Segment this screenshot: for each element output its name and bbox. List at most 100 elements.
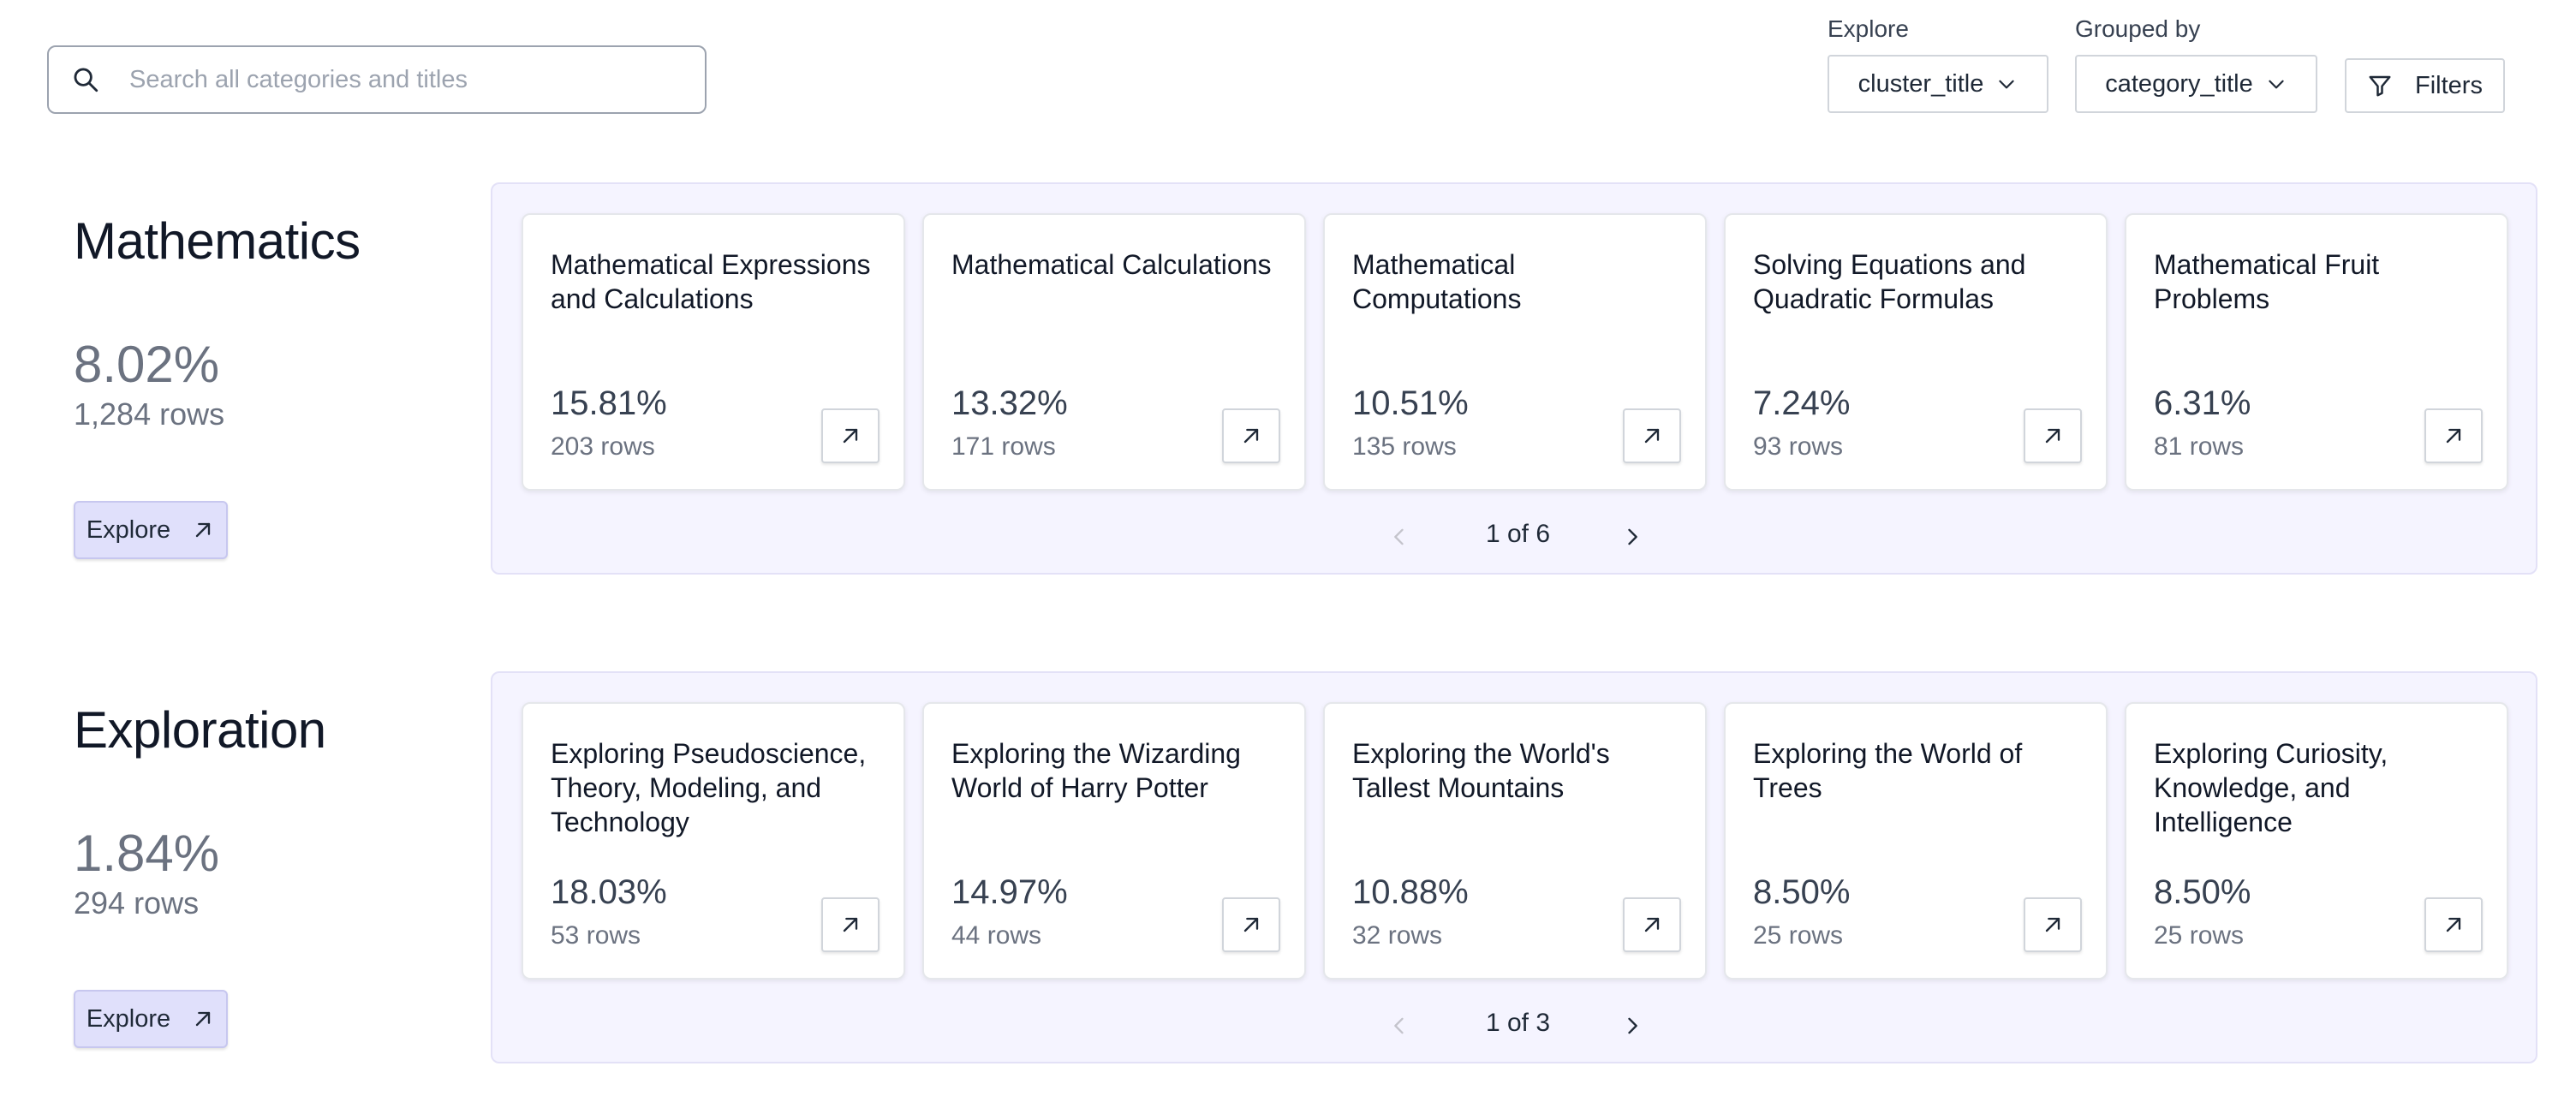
arrow-up-right-icon: [1644, 917, 1660, 932]
pagination: 1 of 6: [492, 516, 2536, 557]
page-indicator: 1 of 3: [1485, 1009, 1551, 1037]
arrow-up-right-icon: [2045, 428, 2060, 444]
cluster-card[interactable]: Mathematical Expressions and Calculation…: [522, 213, 905, 491]
cluster-percent: 18.03%: [551, 873, 667, 911]
arrow-up-right-icon: [1644, 428, 1660, 444]
grouped-by-dropdown[interactable]: category_title: [2075, 55, 2317, 113]
search-icon: [74, 68, 98, 92]
arrow-up-right-icon: [843, 428, 858, 444]
cluster-percent: 14.97%: [951, 873, 1068, 911]
category-percent: 8.02%: [74, 336, 220, 393]
cluster-title: Mathematical Expressions and Calculation…: [551, 249, 871, 314]
cluster-rows: 203 rows: [551, 432, 655, 461]
chevron-right-icon: [1628, 528, 1637, 545]
search-bar[interactable]: [47, 45, 707, 114]
cluster-rows: 53 rows: [551, 921, 641, 950]
explore-label: Explore: [1828, 15, 1909, 42]
open-cluster-button[interactable]: [2424, 408, 2483, 463]
filters-button[interactable]: Filters: [2345, 58, 2505, 113]
arrow-up-right-icon: [195, 1011, 211, 1027]
explore-button-label: Explore: [86, 1004, 171, 1033]
open-cluster-button[interactable]: [1222, 897, 1280, 952]
cluster-percent: 7.24%: [1753, 384, 1851, 422]
cluster-card[interactable]: Exploring the World's Tallest Mountains …: [1323, 702, 1707, 980]
cluster-title: Mathematical Fruit Problems: [2154, 249, 2380, 314]
cluster-card[interactable]: Exploring the World of Trees 8.50% 25 ro…: [1724, 702, 2108, 980]
chevron-right-icon: [1628, 1017, 1637, 1034]
grouped-by-dropdown-value: category_title: [2105, 69, 2253, 98]
category-section-mathematics: Mathematics 8.02% 1,284 rows Explore Mat…: [0, 182, 2576, 576]
cluster-card[interactable]: Exploring Curiosity, Knowledge, and Inte…: [2125, 702, 2508, 980]
open-cluster-button[interactable]: [1623, 897, 1681, 952]
cluster-title: Exploring the Wizarding World of Harry P…: [951, 738, 1241, 803]
category-title: Mathematics: [74, 212, 361, 270]
filters-label: Filters: [2415, 71, 2483, 99]
cluster-title: Solving Equations and Quadratic Formulas: [1753, 249, 2026, 314]
cluster-card[interactable]: Mathematical Calculations 13.32% 171 row…: [922, 213, 1306, 491]
previous-page-button[interactable]: [1384, 521, 1415, 552]
cluster-card[interactable]: Mathematical Fruit Problems 6.31% 81 row…: [2125, 213, 2508, 491]
explore-category-button[interactable]: Explore: [74, 501, 228, 559]
cluster-rows: 135 rows: [1352, 432, 1457, 461]
cluster-panel: Exploring Pseudoscience, Theory, Modelin…: [491, 671, 2537, 1063]
cluster-card[interactable]: Solving Equations and Quadratic Formulas…: [1724, 213, 2108, 491]
arrow-up-right-icon: [195, 522, 211, 538]
cluster-card[interactable]: Exploring the Wizarding World of Harry P…: [922, 702, 1306, 980]
cluster-percent: 10.88%: [1352, 873, 1469, 911]
chevron-down-icon: [2269, 80, 2284, 89]
cluster-percent: 15.81%: [551, 384, 667, 422]
chevron-left-icon: [1394, 1017, 1404, 1034]
filter-icon: [2369, 75, 2391, 97]
cluster-title: Mathematical Calculations: [951, 249, 1272, 280]
category-rows: 1,284 rows: [74, 396, 225, 432]
category-section-exploration: Exploration 1.84% 294 rows Explore Explo…: [0, 671, 2576, 1065]
previous-page-button[interactable]: [1384, 1010, 1415, 1041]
cluster-title: Mathematical Computations: [1352, 249, 1522, 314]
cluster-rows: 171 rows: [951, 432, 1056, 461]
cluster-title: Exploring the World of Trees: [1753, 738, 2023, 803]
cluster-title: Exploring Pseudoscience, Theory, Modelin…: [551, 738, 867, 837]
open-cluster-button[interactable]: [1623, 408, 1681, 463]
cluster-rows: 25 rows: [2154, 921, 2245, 950]
cluster-title: Exploring Curiosity, Knowledge, and Inte…: [2154, 738, 2388, 837]
cluster-rows: 32 rows: [1352, 921, 1443, 950]
page-indicator: 1 of 6: [1485, 520, 1551, 548]
arrow-up-right-icon: [2045, 917, 2060, 932]
arrow-up-right-icon: [1243, 428, 1259, 444]
cluster-percent: 8.50%: [1753, 873, 1851, 911]
open-cluster-button[interactable]: [2024, 897, 2082, 952]
category-rows: 294 rows: [74, 885, 200, 920]
open-cluster-button[interactable]: [2024, 408, 2082, 463]
open-cluster-button[interactable]: [1222, 408, 1280, 463]
cluster-percent: 13.32%: [951, 384, 1068, 422]
search-input[interactable]: [129, 65, 677, 94]
explore-dropdown[interactable]: cluster_title: [1828, 55, 2048, 113]
open-cluster-button[interactable]: [821, 897, 880, 952]
arrow-up-right-icon: [1243, 917, 1259, 932]
category-title: Exploration: [74, 701, 326, 759]
cluster-panel: Mathematical Expressions and Calculation…: [491, 182, 2537, 575]
next-page-button[interactable]: [1617, 1010, 1648, 1041]
explore-category-button[interactable]: Explore: [74, 990, 228, 1048]
cluster-rows: 44 rows: [951, 921, 1042, 950]
cluster-rows: 25 rows: [1753, 921, 1844, 950]
pagination: 1 of 3: [492, 1005, 2536, 1046]
explore-button-label: Explore: [86, 515, 171, 544]
arrow-up-right-icon: [2446, 428, 2461, 444]
arrow-up-right-icon: [843, 917, 858, 932]
category-percent: 1.84%: [74, 825, 220, 882]
explore-dropdown-value: cluster_title: [1857, 69, 1984, 98]
cluster-card[interactable]: Exploring Pseudoscience, Theory, Modelin…: [522, 702, 905, 980]
cluster-rows: 81 rows: [2154, 432, 2245, 461]
cluster-percent: 10.51%: [1352, 384, 1469, 422]
chevron-down-icon: [1999, 80, 2014, 89]
next-page-button[interactable]: [1617, 521, 1648, 552]
cluster-percent: 6.31%: [2154, 384, 2251, 422]
cluster-card[interactable]: Mathematical Computations 10.51% 135 row…: [1323, 213, 1707, 491]
cluster-title: Exploring the World's Tallest Mountains: [1352, 738, 1610, 803]
cluster-percent: 8.50%: [2154, 873, 2251, 911]
grouped-by-label: Grouped by: [2075, 15, 2201, 42]
chevron-left-icon: [1394, 528, 1404, 545]
open-cluster-button[interactable]: [821, 408, 880, 463]
open-cluster-button[interactable]: [2424, 897, 2483, 952]
